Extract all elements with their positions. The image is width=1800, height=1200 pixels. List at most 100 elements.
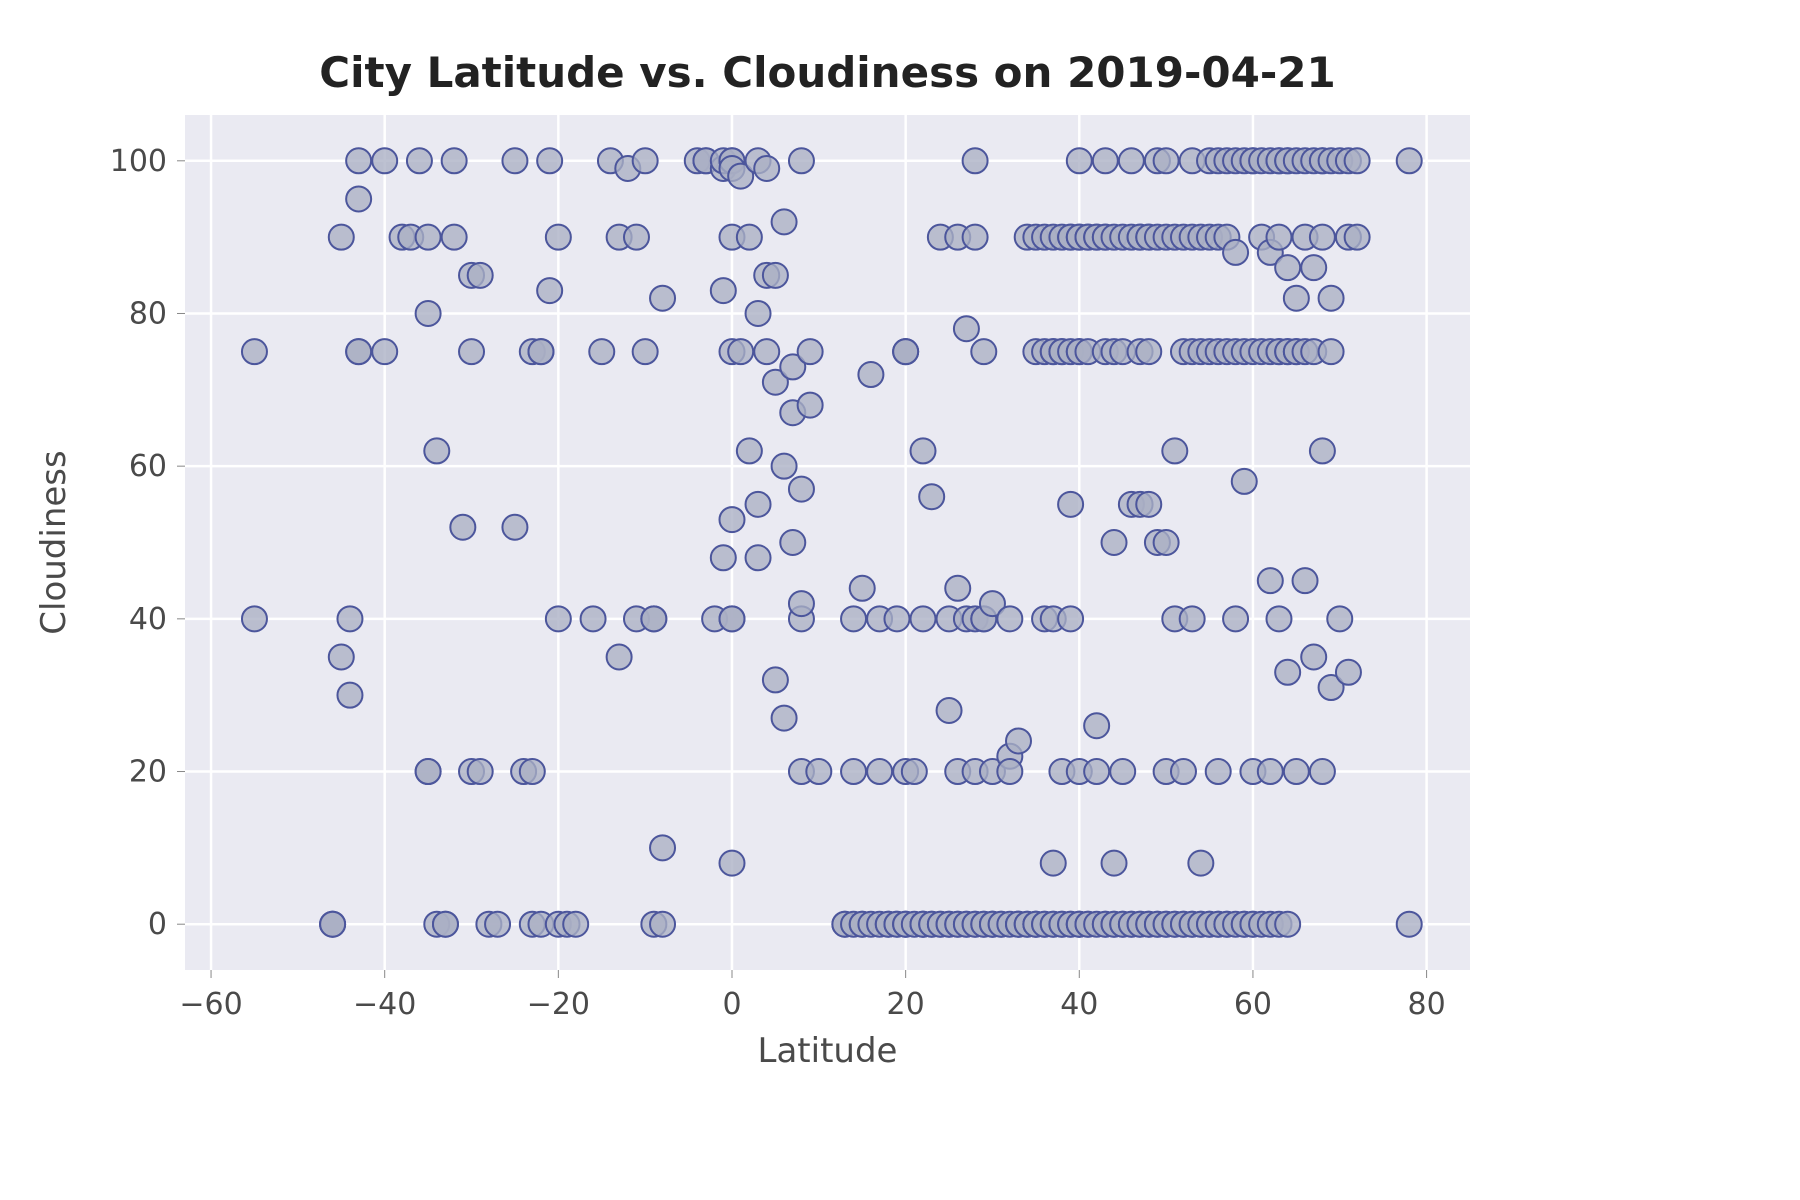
y-tick-label: 20 xyxy=(129,755,167,790)
data-point xyxy=(841,759,866,784)
data-point xyxy=(1119,148,1144,173)
data-point xyxy=(1058,606,1083,631)
data-point xyxy=(1223,606,1248,631)
data-point xyxy=(407,148,432,173)
data-point xyxy=(997,606,1022,631)
data-point xyxy=(528,339,553,364)
data-point xyxy=(1310,759,1335,784)
data-point xyxy=(424,438,449,463)
data-point xyxy=(1223,240,1248,265)
data-point xyxy=(337,606,362,631)
data-point xyxy=(719,851,744,876)
data-point xyxy=(1310,438,1335,463)
data-point xyxy=(1171,759,1196,784)
chart-container: −60−40−20020406080020406080100LatitudeCl… xyxy=(0,0,1800,1200)
data-point xyxy=(772,209,797,234)
data-point xyxy=(789,477,814,502)
data-point xyxy=(372,339,397,364)
data-point xyxy=(468,263,493,288)
data-point xyxy=(1162,438,1187,463)
x-axis-label: Latitude xyxy=(758,1031,898,1071)
data-point xyxy=(346,339,371,364)
data-point xyxy=(1188,851,1213,876)
data-point xyxy=(728,339,753,364)
data-point xyxy=(954,316,979,341)
data-point xyxy=(1319,339,1344,364)
data-point xyxy=(650,835,675,860)
data-point xyxy=(1266,225,1291,250)
data-point xyxy=(719,507,744,532)
data-point xyxy=(1301,645,1326,670)
data-point xyxy=(1154,530,1179,555)
data-point xyxy=(945,576,970,601)
data-point xyxy=(242,606,267,631)
data-point xyxy=(433,912,458,937)
data-point xyxy=(372,148,397,173)
data-point xyxy=(1293,568,1318,593)
data-point xyxy=(502,148,527,173)
data-point xyxy=(641,606,666,631)
data-point xyxy=(780,530,805,555)
data-point xyxy=(581,606,606,631)
data-point xyxy=(746,492,771,517)
data-point xyxy=(416,301,441,326)
data-point xyxy=(772,454,797,479)
data-point xyxy=(798,393,823,418)
data-point xyxy=(1058,492,1083,517)
y-tick-label: 80 xyxy=(129,296,167,331)
data-point xyxy=(911,606,936,631)
scatter-chart: −60−40−20020406080020406080100LatitudeCl… xyxy=(0,0,1800,1200)
data-point xyxy=(971,339,996,364)
data-point xyxy=(963,225,988,250)
data-point xyxy=(867,759,892,784)
data-point xyxy=(502,515,527,540)
data-point xyxy=(442,148,467,173)
y-tick-label: 100 xyxy=(110,144,167,179)
data-point xyxy=(1136,492,1161,517)
data-point xyxy=(902,759,927,784)
data-point xyxy=(1266,606,1291,631)
data-point xyxy=(468,759,493,784)
data-point xyxy=(1275,255,1300,280)
data-point xyxy=(485,912,510,937)
data-point xyxy=(1327,606,1352,631)
data-point xyxy=(1397,912,1422,937)
data-point xyxy=(719,606,744,631)
data-point xyxy=(1275,912,1300,937)
data-point xyxy=(1301,255,1326,280)
data-point xyxy=(1258,568,1283,593)
data-point xyxy=(1041,851,1066,876)
data-point xyxy=(737,438,762,463)
data-point xyxy=(416,225,441,250)
x-tick-label: 40 xyxy=(1060,987,1098,1022)
x-tick-label: −40 xyxy=(353,987,416,1022)
data-point xyxy=(1275,660,1300,685)
data-point xyxy=(937,698,962,723)
data-point xyxy=(329,225,354,250)
data-point xyxy=(763,667,788,692)
data-point xyxy=(806,759,831,784)
data-point xyxy=(346,186,371,211)
data-point xyxy=(589,339,614,364)
data-point xyxy=(624,225,649,250)
data-point xyxy=(798,339,823,364)
data-point xyxy=(711,278,736,303)
x-tick-label: −60 xyxy=(179,987,242,1022)
y-tick-label: 40 xyxy=(129,602,167,637)
data-point xyxy=(789,148,814,173)
data-point xyxy=(1232,469,1257,494)
data-point xyxy=(737,225,762,250)
data-point xyxy=(337,683,362,708)
data-point xyxy=(1136,339,1161,364)
data-point xyxy=(893,339,918,364)
data-point xyxy=(633,339,658,364)
data-point xyxy=(537,148,562,173)
data-point xyxy=(1345,225,1370,250)
data-point xyxy=(1006,728,1031,753)
data-point xyxy=(997,759,1022,784)
data-point xyxy=(963,148,988,173)
data-point xyxy=(1110,759,1135,784)
data-point xyxy=(1102,851,1127,876)
x-tick-label: 60 xyxy=(1234,987,1272,1022)
data-point xyxy=(563,912,588,937)
